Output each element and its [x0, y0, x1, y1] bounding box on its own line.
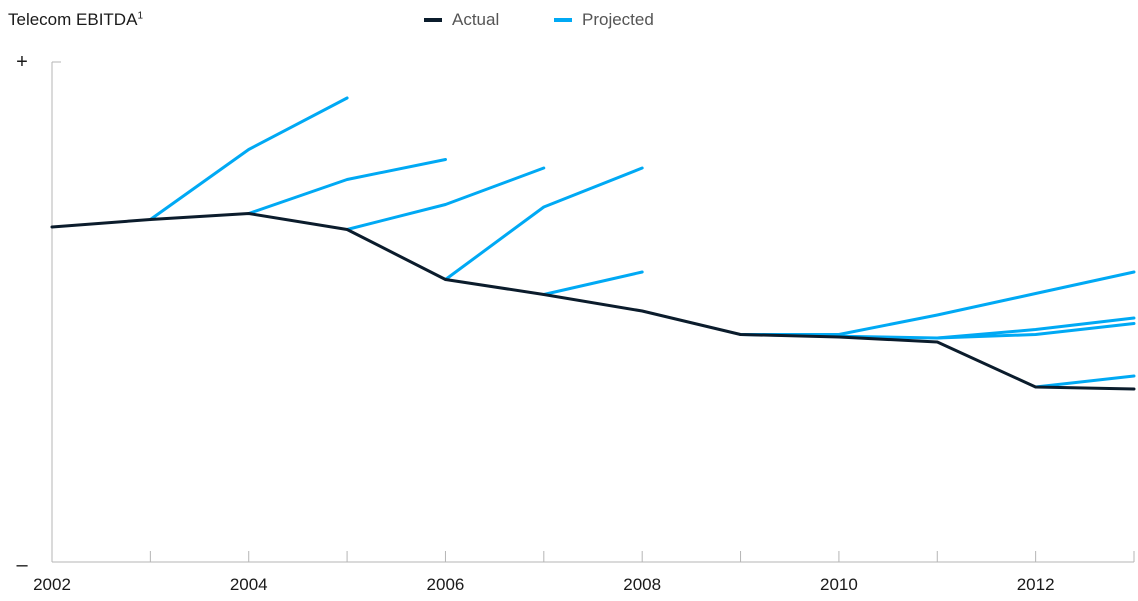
- projected-line-4: [444, 166, 644, 281]
- projected-line-2: [247, 158, 447, 215]
- x-tick-label-2012: 2012: [1017, 575, 1055, 594]
- legend-label-projected: Projected: [582, 10, 654, 29]
- y-axis-plus-label: +: [16, 51, 28, 73]
- x-tick-label-2008: 2008: [623, 575, 661, 594]
- legend-item-projected: Projected: [554, 10, 654, 30]
- y-axis-minus-label: –: [16, 554, 28, 576]
- legend-swatch-projected: [554, 18, 572, 22]
- projected-line-9: [1034, 374, 1136, 389]
- chart-title: Telecom EBITDA1: [8, 10, 143, 29]
- x-tick-label-2010: 2010: [820, 575, 858, 594]
- x-tick-label-2002: 2002: [33, 575, 71, 594]
- title-footnote: 1: [137, 10, 143, 22]
- x-tick-label-2006: 2006: [427, 575, 465, 594]
- legend-swatch-actual: [424, 18, 442, 22]
- projected-line-1: [148, 96, 349, 221]
- x-tick-label-2004: 2004: [230, 575, 268, 594]
- legend-item-actual: Actual: [424, 10, 499, 30]
- projected-line-8: [935, 322, 1136, 340]
- legend-label-actual: Actual: [452, 10, 500, 29]
- projected-line-3: [345, 166, 546, 231]
- projected-line-5: [542, 270, 644, 296]
- actual-line: [50, 212, 1136, 391]
